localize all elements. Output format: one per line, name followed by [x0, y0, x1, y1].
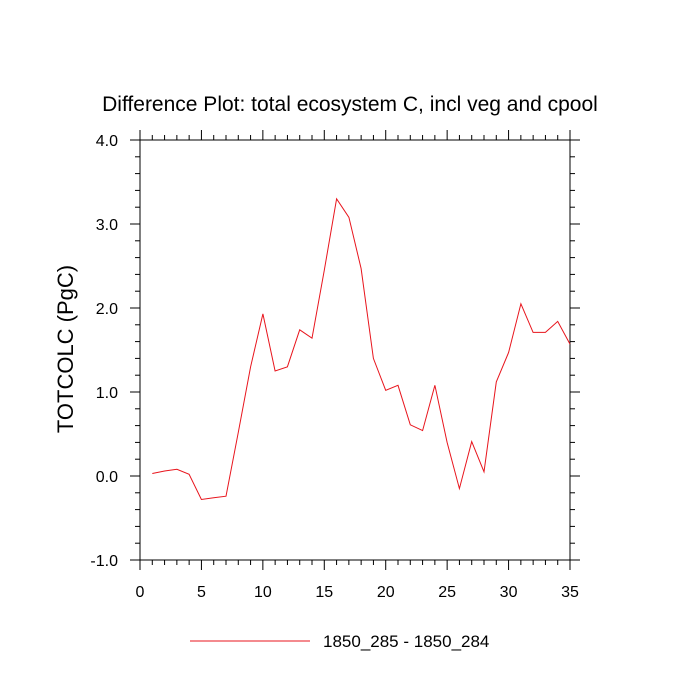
plot-border: [139, 139, 571, 561]
legend: 1850_285 - 1850_284: [190, 632, 489, 651]
x-tick-label: 30: [500, 584, 518, 601]
y-tick-label: 0.0: [96, 469, 118, 486]
x-tick-label: 0: [136, 584, 145, 601]
x-tick-label: 35: [561, 584, 579, 601]
y-tick-label: 2.0: [96, 301, 118, 318]
x-tick-label: 15: [315, 584, 333, 601]
series-line: [152, 197, 571, 501]
x-tick-label: 5: [197, 584, 206, 601]
series-layer: [152, 197, 571, 501]
plot-frame: [139, 139, 571, 561]
y-tick-label: 4.0: [96, 133, 118, 150]
chart-title: Difference Plot: total ecosystem C, incl…: [102, 93, 598, 116]
y-tick-label: 3.0: [96, 217, 118, 234]
y-axis-label: TOTCOLC (PgC): [53, 265, 78, 433]
y-axis-ticks: -1.0 0.0 1.0 2.0 3.0 4.0: [90, 133, 580, 570]
x-tick-label: 25: [438, 584, 456, 601]
x-axis-ticks: 0 5 10 15 20 25 30 35: [136, 130, 579, 601]
legend-label: 1850_285 - 1850_284: [323, 632, 489, 651]
y-tick-label: -1.0: [90, 553, 118, 570]
x-tick-label: 20: [377, 584, 395, 601]
x-tick-label: 10: [254, 584, 272, 601]
y-tick-label: 1.0: [96, 385, 118, 402]
